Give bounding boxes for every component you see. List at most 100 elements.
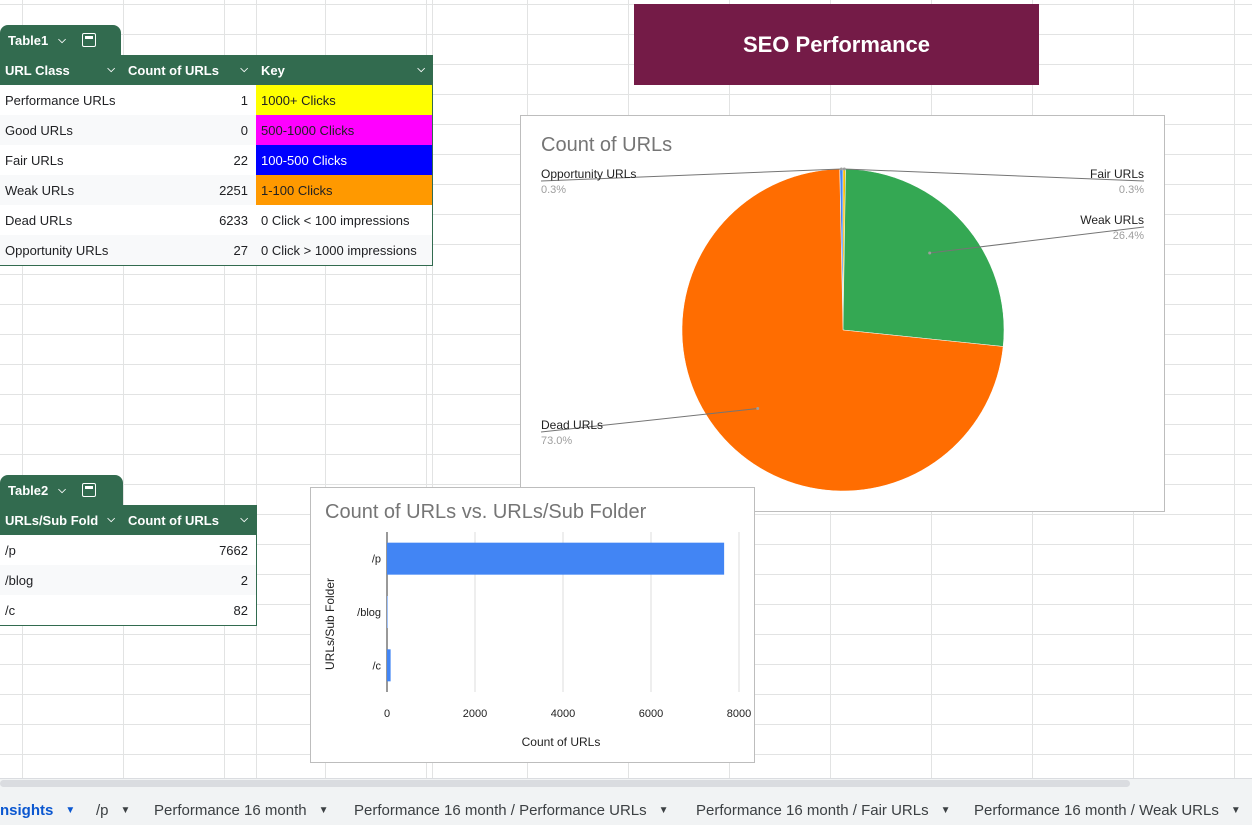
table2-tab[interactable]: Table2 ⌵: [0, 475, 123, 505]
horizontal-scrollbar[interactable]: [0, 780, 1130, 787]
key-cell[interactable]: 1000+ Clicks: [256, 85, 433, 115]
header-url-sub-folder[interactable]: URLs/Sub Folder⌵: [0, 505, 123, 535]
chevron-down-icon[interactable]: ⌵: [58, 34, 66, 46]
table-row[interactable]: Dead URLs 6233 0 Click < 100 impressions: [0, 205, 433, 235]
header-count-of-urls[interactable]: Count of URLs ⌵: [123, 55, 256, 85]
table-row[interactable]: /c 82: [0, 595, 256, 625]
count-cell[interactable]: 7662: [219, 542, 248, 558]
x-tick-label: 4000: [551, 708, 575, 720]
chevron-down-icon[interactable]: ⌵: [240, 514, 248, 525]
x-tick-label: 2000: [463, 708, 487, 720]
count-cell[interactable]: 1: [240, 92, 248, 108]
calculator-icon[interactable]: [81, 483, 96, 497]
key-cell[interactable]: 0 Click > 1000 impressions: [256, 235, 433, 265]
count-cell[interactable]: 6233: [219, 212, 248, 228]
count-cell[interactable]: 22: [233, 152, 248, 168]
table2-tab-label: Table2: [8, 482, 49, 498]
pie-leader-line: [540, 168, 842, 182]
key-cell[interactable]: 1-100 Clicks: [256, 175, 433, 205]
table2: URLs/Sub Folder⌵ Count of URLs⌵ /p 7662/b…: [0, 505, 256, 625]
bar-chart[interactable]: Count of URLs vs. URLs/Sub Folder 0 2000 4…: [310, 487, 755, 763]
table-row[interactable]: Opportunity URLs 27 0 Click > 1000 impress…: [0, 235, 433, 265]
pie-label: Dead URLs: [541, 418, 603, 432]
pie-slice[interactable]: [842, 168, 1005, 347]
folder-cell[interactable]: /c: [5, 602, 16, 618]
bar[interactable]: [387, 542, 725, 575]
pie-chart-title: Count of URLs: [541, 134, 673, 156]
header-url-class[interactable]: URL Class ⌵: [0, 55, 123, 85]
count-cell[interactable]: 2251: [123, 175, 256, 205]
url-class-cell[interactable]: Good URLs: [0, 115, 123, 145]
table-row[interactable]: Fair URLs 22 100-500 Clicks: [0, 145, 433, 175]
folder-cell[interactable]: /p: [5, 542, 16, 558]
pie-percent-label: 0.3%: [1119, 184, 1144, 196]
header-count-of-urls-2[interactable]: Count of URLs ⌵: [123, 505, 256, 535]
y-category-label: /blog: [357, 607, 381, 619]
header-key[interactable]: Key ⌵: [256, 55, 433, 85]
sheet-tab-label: Performance 16 month / Performance URLs: [354, 801, 647, 819]
caret-down-icon[interactable]: ▼: [1230, 804, 1241, 816]
sheet-tab[interactable]: Performance 16 month / Fair URLs ▼: [696, 798, 951, 822]
x-tick-label: 6000: [639, 708, 663, 720]
key-cell[interactable]: 500-1000 Clicks: [256, 115, 433, 145]
count-cell[interactable]: 27: [123, 235, 256, 265]
count-cell[interactable]: 2: [123, 565, 256, 595]
url-class-cell[interactable]: Weak URLs: [0, 175, 123, 205]
table-row[interactable]: Weak URLs 2251 1-100 Clicks: [0, 175, 433, 205]
pie-leader-dot: [756, 407, 760, 411]
pie-leader-dot: [839, 167, 843, 171]
pie-percent-label: 0.3%: [541, 184, 566, 196]
bar[interactable]: [387, 596, 388, 628]
pie-chart[interactable]: Count of URLs Dead URLs 73.0% Weak URLs 26.…: [520, 115, 1165, 512]
key-cell[interactable]: 100-500 Clicks: [256, 145, 433, 175]
bar-svg: 0 2000 4000 6000 8000/p/blog/c Count of URLs U…: [323, 532, 751, 749]
bar[interactable]: [387, 649, 391, 682]
table-row[interactable]: /blog 2: [0, 565, 256, 595]
pie-slice[interactable]: [681, 168, 1004, 492]
col-line: [256, 0, 257, 778]
sheet-tab[interactable]: /p ▼: [96, 798, 130, 822]
caret-down-icon[interactable]: ▼: [940, 804, 951, 816]
seo-performance-banner[interactable]: SEO Performance: [634, 4, 1039, 85]
y-category-label: /c: [372, 660, 381, 672]
table1-tab[interactable]: Table1 ⌵: [0, 25, 121, 55]
table1-tab-label: Table1: [8, 32, 49, 48]
table1: URL Class ⌵ Count of URLs ⌵ Key ⌵ Performan…: [0, 55, 433, 265]
chevron-down-icon[interactable]: ⌵: [58, 484, 66, 496]
sheet-tab[interactable]: Performance 16 month / Performance URLs ▼: [354, 798, 669, 822]
chevron-down-icon[interactable]: ⌵: [107, 514, 115, 525]
url-class-cell[interactable]: Fair URLs: [5, 152, 64, 168]
chevron-down-icon[interactable]: ⌵: [417, 64, 425, 75]
pie-leader-line: [540, 408, 758, 433]
pie-label: Weak URLs: [1080, 213, 1144, 227]
pie-label: Fair URLs: [1090, 167, 1144, 181]
table-row[interactable]: Performance URLs 1 1000+ Clicks: [0, 85, 433, 115]
caret-down-icon[interactable]: ▼: [65, 804, 76, 816]
x-tick-label: 8000: [727, 708, 751, 720]
sheet-tab-label: Performance 16 month / Fair URLs: [696, 801, 929, 819]
pie-label: Opportunity URLs: [541, 167, 636, 181]
sheet-tab[interactable]: nsights ▼: [0, 798, 75, 822]
folder-cell[interactable]: /blog: [0, 565, 123, 595]
count-cell[interactable]: 82: [233, 602, 248, 618]
bar-chart-title: Count of URLs vs. URLs/Sub Folder: [325, 501, 647, 523]
x-tick-label: 0: [384, 708, 390, 720]
table-row[interactable]: /p 7662: [0, 535, 256, 565]
table-row[interactable]: Good URLs 0 500-1000 Clicks: [0, 115, 433, 145]
calculator-icon[interactable]: [81, 33, 96, 47]
sheet-tab[interactable]: Performance 16 month ▼: [154, 798, 328, 822]
key-cell[interactable]: 0 Click < 100 impressions: [261, 212, 410, 228]
url-class-cell[interactable]: Opportunity URLs: [0, 235, 123, 265]
count-cell[interactable]: 0: [123, 115, 256, 145]
chevron-down-icon[interactable]: ⌵: [107, 64, 115, 75]
sheet-tab[interactable]: Performance 16 month / Weak URLs ▼: [974, 798, 1241, 822]
url-class-cell[interactable]: Performance URLs: [5, 92, 116, 108]
caret-down-icon[interactable]: ▼: [658, 804, 669, 816]
col-line: [432, 0, 433, 778]
caret-down-icon[interactable]: ▼: [318, 804, 329, 816]
sheet-tab-label: Performance 16 month: [154, 801, 307, 819]
caret-down-icon[interactable]: ▼: [120, 804, 131, 816]
url-class-cell[interactable]: Dead URLs: [5, 212, 73, 228]
y-axis-title: URLs/Sub Folder: [323, 578, 337, 670]
chevron-down-icon[interactable]: ⌵: [240, 64, 248, 75]
